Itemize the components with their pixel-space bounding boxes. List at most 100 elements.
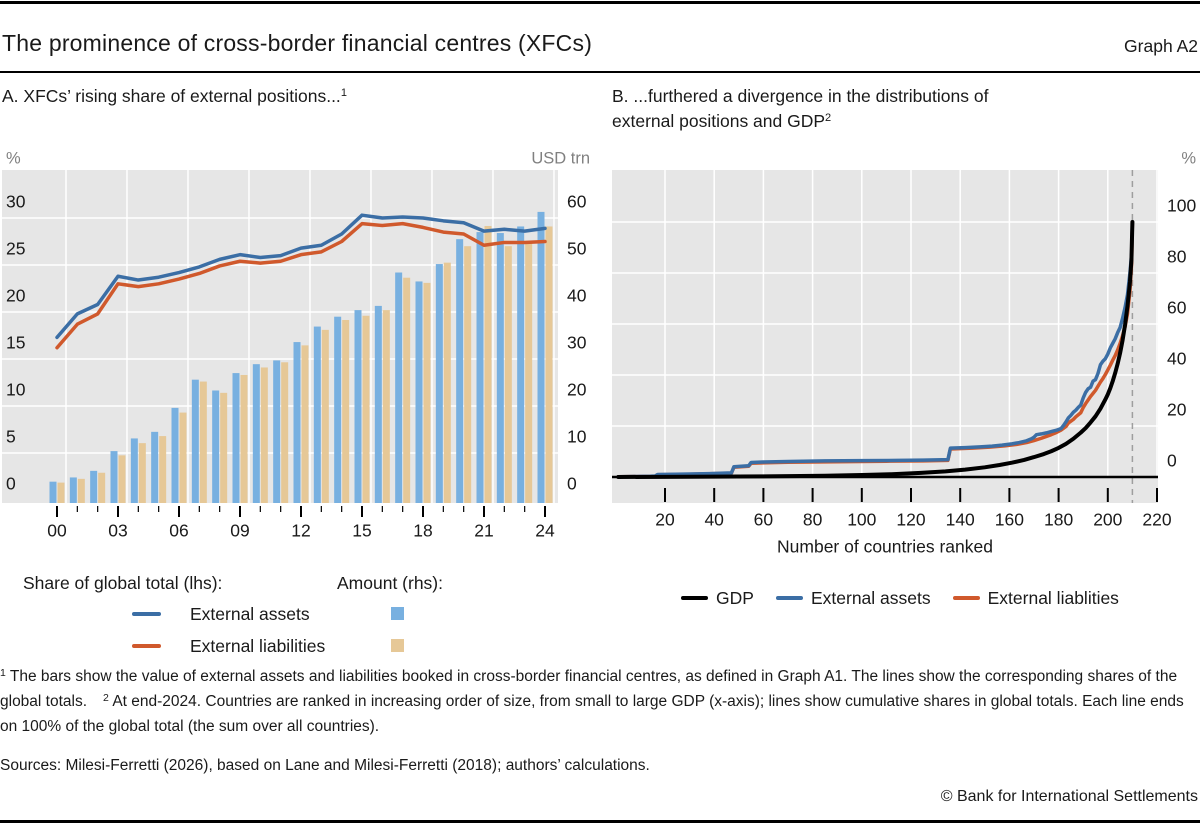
bar-external-liabilities: [281, 362, 289, 503]
rhs-tick-label: 60: [567, 192, 587, 212]
footnote-1-text: The bars show the value of external asse…: [0, 668, 1178, 710]
line-external-assets-b: [616, 220, 1135, 479]
x-tick-label-a: 12: [291, 521, 310, 541]
bar-external-assets: [252, 364, 260, 503]
legend-group-lhs: Share of global total (lhs):: [23, 573, 223, 593]
bar-external-assets: [496, 233, 504, 503]
lhs-tick-label: 15: [6, 333, 25, 353]
footnote-1-marker: 1: [0, 667, 6, 679]
unit-label-percent: %: [6, 149, 21, 167]
bar-external-assets: [354, 310, 362, 503]
x-tick-label-b: 80: [803, 510, 823, 530]
bar-external-assets: [517, 226, 525, 503]
bar-external-assets: [395, 272, 403, 503]
page-title: The prominence of cross-border financial…: [2, 30, 593, 56]
bar-external-liabilities: [77, 478, 85, 503]
line-gdp: [616, 220, 1135, 479]
bar-external-assets: [456, 239, 464, 503]
panel-a-title-text: A. XFCs’ rising share of external positi…: [2, 86, 341, 106]
unit-label-percent-b: %: [1181, 149, 1196, 167]
rhs-tick-label: 20: [567, 380, 587, 400]
bars-a: [49, 211, 553, 503]
bar-external-liabilities: [342, 319, 350, 503]
legend-label-external-liabilities: External liabilities: [190, 636, 326, 656]
bar-external-liabilities: [423, 282, 431, 503]
x-axis-title-b: Number of countries ranked: [777, 537, 993, 557]
line-external-liabilities-share: [55, 221, 547, 350]
bar-external-liabilities: [545, 226, 553, 503]
x-tick-label-a: 03: [108, 521, 127, 541]
rhs-tick-label: 40: [567, 286, 587, 306]
x-tick-label-b: 100: [847, 510, 876, 530]
unit-label-usd-trn: USD trn: [531, 149, 590, 167]
bar-external-liabilities: [260, 367, 268, 503]
bar-external-liabilities: [525, 242, 533, 503]
rhs-tick-label: 30: [567, 333, 587, 353]
x-tick-label-b: 120: [896, 510, 925, 530]
panel-a-title: A. XFCs’ rising share of external positi…: [2, 84, 562, 109]
bar-external-liabilities: [199, 381, 207, 503]
lhs-tick-label: 25: [6, 239, 25, 259]
x-tick-label-a: 15: [352, 521, 371, 541]
bar-external-liabilities: [179, 412, 187, 503]
bar-external-liabilities: [504, 246, 512, 503]
footnote-2-text: At end-2024. Countries are ranked in inc…: [0, 693, 1184, 735]
bar-external-assets: [130, 438, 138, 503]
bar-external-liabilities: [138, 443, 146, 503]
bar-external-liabilities: [382, 310, 390, 503]
y-tick-label-b: 100: [1167, 196, 1196, 216]
x-tick-label-a: 24: [535, 521, 555, 541]
legend-label-external-assets: External assets: [190, 604, 310, 624]
panel-b-title-line2: external positions and GDP: [612, 111, 826, 131]
y-tick-label-b: 20: [1167, 400, 1187, 420]
bar-external-assets: [212, 390, 220, 503]
bar-external-assets: [435, 264, 443, 503]
bar-external-assets: [191, 379, 199, 503]
bar-external-liabilities: [220, 392, 228, 503]
copyright-line: © Bank for International Settlements: [940, 788, 1198, 805]
gdp-line-swatch: [681, 596, 709, 600]
footnote-2-marker: 2: [103, 692, 109, 704]
y-tick-label-b: 80: [1167, 247, 1187, 267]
liabilities-line-swatch-b: [952, 596, 980, 600]
x-tick-label-a: 21: [474, 521, 493, 541]
panel-a-legend: Share of global total (lhs): Amount (rhs…: [0, 570, 600, 662]
top-rule: [0, 1, 1200, 4]
bar-external-assets: [374, 305, 382, 503]
bar-external-liabilities: [118, 455, 126, 503]
x-tick-label-b: 60: [754, 510, 774, 530]
bar-external-liabilities: [159, 436, 167, 503]
bar-external-liabilities: [403, 277, 411, 503]
x-tick-label-b: 20: [655, 510, 675, 530]
bar-external-assets: [90, 470, 98, 503]
panel-a-chart: 00 03 06 09 12 15 18 21 24 0 5 10 15 20 25 30 0 10 20 30 40 5…: [2, 149, 590, 541]
x-tick-label-b: 220: [1142, 510, 1171, 530]
bar-external-liabilities: [362, 315, 370, 503]
bar-external-liabilities: [484, 225, 492, 503]
legend-label-external-liabilities-b: External liablities: [987, 587, 1119, 608]
bar-external-assets: [69, 477, 77, 503]
x-tick-label-b: 160: [995, 510, 1024, 530]
graph-number-label: Graph A2: [1124, 36, 1198, 56]
x-tick-label-b: 40: [704, 510, 724, 530]
x-tick-label-a: 09: [230, 521, 249, 541]
bar-external-assets: [313, 326, 321, 503]
header-divider: [0, 71, 1200, 73]
bar-external-liabilities: [321, 329, 329, 503]
plot-area-b: [612, 170, 1158, 503]
panel-b-title-line1: B. ...furthered a divergence in the dist…: [612, 86, 989, 106]
bar-external-assets: [49, 481, 57, 503]
panel-a-title-footnote-ref: 1: [340, 87, 347, 99]
bar-external-assets: [334, 316, 342, 503]
x-tick-label-b: 140: [946, 510, 975, 530]
legend-group-rhs: Amount (rhs):: [337, 573, 443, 593]
lhs-tick-label: 10: [6, 380, 26, 400]
lhs-tick-label: 5: [6, 427, 16, 447]
rhs-tick-label: 0: [567, 474, 577, 494]
bar-external-assets: [476, 232, 484, 503]
bar-external-assets: [232, 373, 240, 503]
x-tick-label-a: 00: [47, 521, 67, 541]
lhs-tick-label: 20: [6, 286, 26, 306]
footnotes: 1 The bars show the value of external as…: [0, 664, 1200, 739]
